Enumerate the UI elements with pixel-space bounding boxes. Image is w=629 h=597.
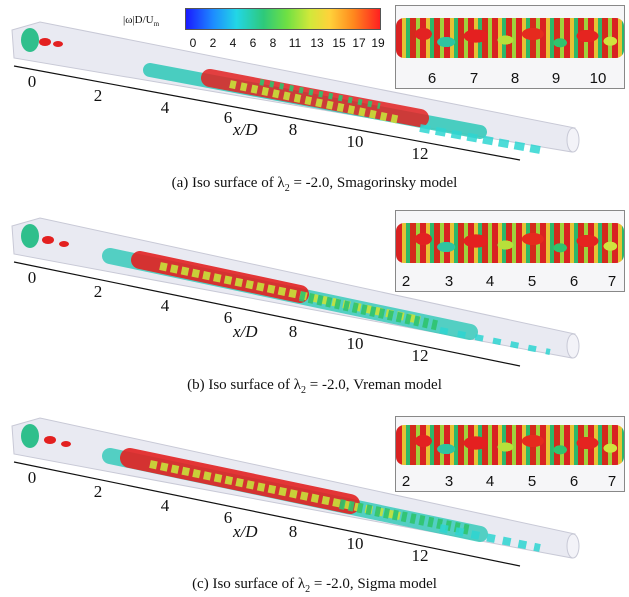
zoom-inset-b: 2 3 4 5 6 7 xyxy=(395,210,625,292)
axis-tick: 4 xyxy=(160,98,170,117)
inset-tick: 5 xyxy=(527,273,537,290)
inset-tick: 7 xyxy=(607,273,617,290)
inset-tick: 2 xyxy=(401,273,411,290)
vortex-structures-a xyxy=(21,28,541,154)
axis-tick: 12 xyxy=(411,546,429,565)
axis-label-x: x/D xyxy=(233,322,258,341)
vortex-structures-b xyxy=(21,224,551,355)
colorbar-title: |ω|D/Um xyxy=(123,14,160,29)
colorbar-ticks: 0 2 4 6 8 11 13 15 17 19 xyxy=(185,36,385,50)
jet-visualization-a xyxy=(11,21,580,161)
colorbar-tick: 13 xyxy=(310,36,324,50)
jet-visualization-c xyxy=(11,417,580,567)
colorbar-tick: 19 xyxy=(371,36,385,50)
panel-a: 0 2 4 6 8 10 12 x/D 6 7 8 9 10 (a) Iso s… xyxy=(0,0,629,198)
inset-tick: 8 xyxy=(510,70,520,87)
inset-tick: 3 xyxy=(444,273,454,290)
colorbar-tick: 2 xyxy=(209,36,217,50)
panel-c: 0 2 4 6 8 10 12 x/D 2 3 4 5 6 7 (c) Iso … xyxy=(0,400,629,597)
inset-tick: 4 xyxy=(485,473,495,490)
colorbar-tick: 17 xyxy=(352,36,366,50)
zoom-inset-a: 6 7 8 9 10 xyxy=(395,5,625,89)
axis-label-x: x/D xyxy=(233,522,258,541)
inset-tick: 4 xyxy=(485,273,495,290)
inset-tick: 9 xyxy=(551,70,561,87)
axis-tick: 8 xyxy=(288,522,298,541)
axis-tick: 2 xyxy=(93,86,103,105)
vortex-structures-c xyxy=(21,424,541,552)
axis-tick: 12 xyxy=(411,144,429,163)
colorbar-tick: 8 xyxy=(269,36,277,50)
inset-tick: 6 xyxy=(569,473,579,490)
axis-tick: 8 xyxy=(288,322,298,341)
axis-tick: 12 xyxy=(411,346,429,365)
inset-tick: 6 xyxy=(569,273,579,290)
panel-b: 0 2 4 6 8 10 12 x/D 2 3 4 5 6 7 (b) Iso … xyxy=(0,200,629,396)
inset-tick: 5 xyxy=(527,473,537,490)
caption-b: (b) Iso surface of λ2 = -2.0, Vreman mod… xyxy=(187,377,442,396)
inset-vortex-view xyxy=(396,18,624,58)
axis-tick: 6 xyxy=(223,108,233,127)
axis-label-x: x/D xyxy=(233,120,258,139)
jet-visualization-b xyxy=(11,217,580,367)
axis-tick: 0 xyxy=(27,468,37,487)
zoom-inset-c: 2 3 4 5 6 7 xyxy=(395,416,625,492)
axis-tick: 10 xyxy=(346,132,364,151)
colorbar-tick: 11 xyxy=(288,36,302,50)
axis-tick: 2 xyxy=(93,282,103,301)
inset-tick: 2 xyxy=(401,473,411,490)
axis-tick: 0 xyxy=(27,72,37,91)
axis-tick: 4 xyxy=(160,496,170,515)
colorbar-gradient xyxy=(185,8,381,30)
colorbar-tick: 0 xyxy=(189,36,197,50)
axis-tick: 6 xyxy=(223,308,233,327)
axis-tick: 2 xyxy=(93,482,103,501)
axis-tick: 6 xyxy=(223,508,233,527)
inset-tick: 6 xyxy=(427,70,437,87)
inset-vortex-view xyxy=(396,425,624,465)
axis-tick: 8 xyxy=(288,120,298,139)
inset-vortex-view xyxy=(396,223,624,263)
inset-tick: 10 xyxy=(589,70,607,87)
colorbar-tick: 15 xyxy=(332,36,346,50)
inset-tick: 7 xyxy=(607,473,617,490)
caption-c: (c) Iso surface of λ2 = -2.0, Sigma mode… xyxy=(192,576,437,595)
caption-a: (a) Iso surface of λ2 = -2.0, Smagorinsk… xyxy=(171,175,458,194)
inset-tick: 3 xyxy=(444,473,454,490)
colorbar: |ω|D/Um 0 2 4 6 8 11 13 15 17 19 xyxy=(123,8,385,50)
colorbar-tick: 4 xyxy=(229,36,237,50)
axis-tick: 10 xyxy=(346,534,364,553)
axis-tick: 4 xyxy=(160,296,170,315)
axis-tick: 10 xyxy=(346,334,364,353)
inset-tick: 7 xyxy=(469,70,479,87)
colorbar-tick: 6 xyxy=(249,36,257,50)
axis-tick: 0 xyxy=(27,268,37,287)
